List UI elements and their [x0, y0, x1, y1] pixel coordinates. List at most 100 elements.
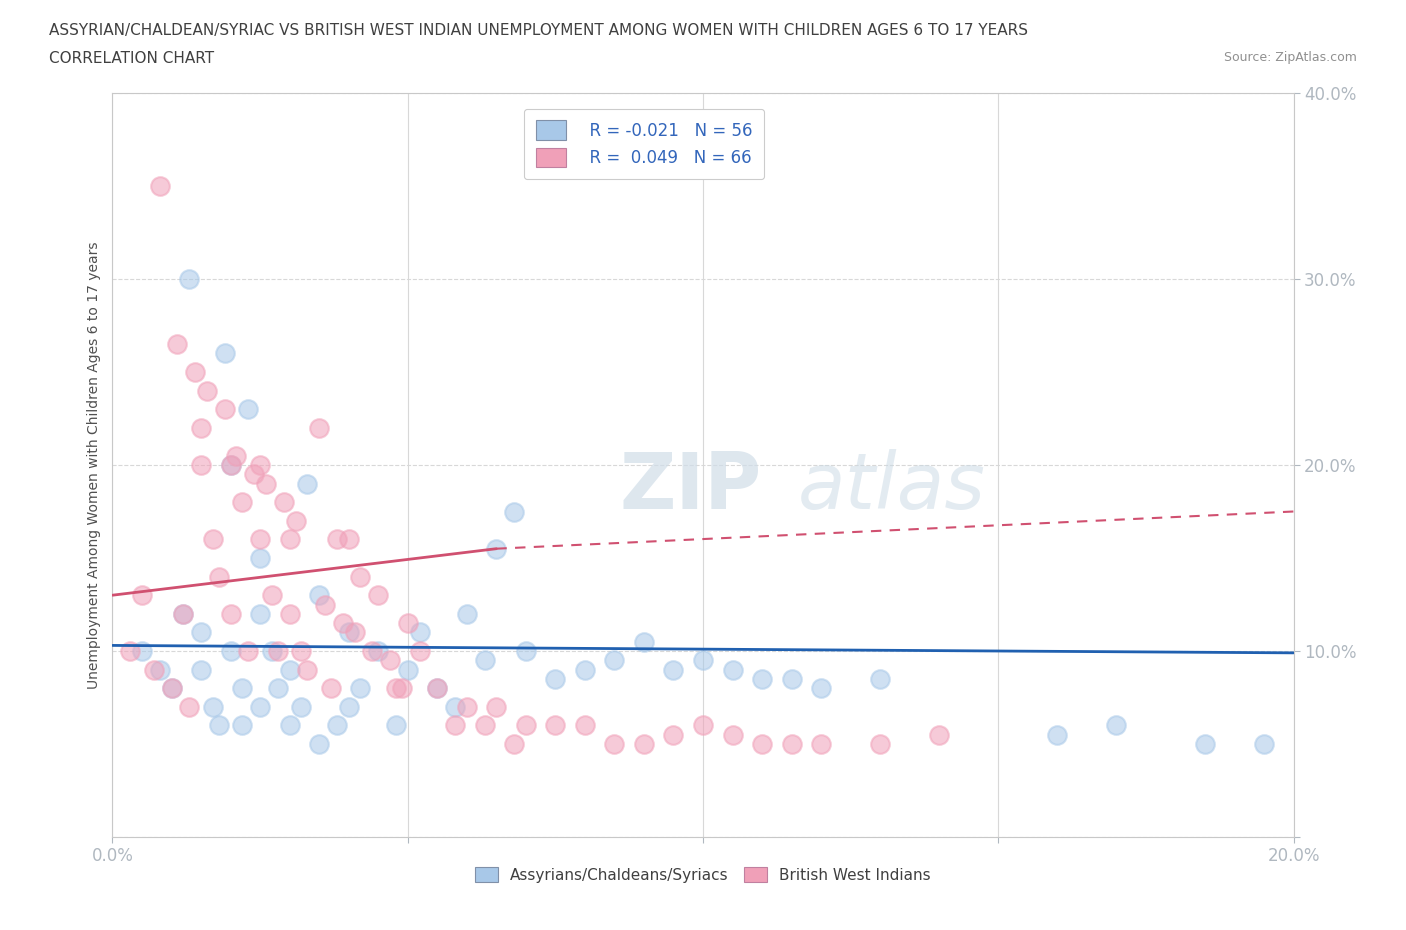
Point: [249, 699, 271, 714]
Point: [214, 346, 236, 361]
Point: [343, 625, 366, 640]
Point: [751, 737, 773, 751]
Point: [179, 272, 201, 286]
Point: [515, 644, 537, 658]
Point: [149, 179, 172, 193]
Point: [184, 365, 207, 379]
Point: [219, 458, 242, 472]
Point: [267, 644, 290, 658]
Point: [349, 681, 371, 696]
Text: ASSYRIAN/CHALDEAN/SYRIAC VS BRITISH WEST INDIAN UNEMPLOYMENT AMONG WOMEN WITH CH: ASSYRIAN/CHALDEAN/SYRIAC VS BRITISH WEST…: [49, 23, 1028, 38]
Point: [219, 644, 242, 658]
Point: [326, 532, 349, 547]
Point: [426, 681, 449, 696]
Point: [1194, 737, 1216, 751]
Point: [290, 699, 312, 714]
Point: [149, 662, 172, 677]
Point: [367, 588, 389, 603]
Point: [810, 681, 832, 696]
Point: [1046, 727, 1069, 742]
Point: [408, 625, 430, 640]
Point: [201, 699, 224, 714]
Point: [278, 662, 301, 677]
Point: [160, 681, 183, 696]
Point: [219, 606, 242, 621]
Point: [326, 718, 349, 733]
Point: [278, 606, 301, 621]
Point: [378, 653, 401, 668]
Point: [633, 634, 655, 649]
Point: [574, 718, 596, 733]
Point: [231, 681, 253, 696]
Point: [308, 420, 330, 435]
Point: [249, 458, 271, 472]
Point: [190, 662, 212, 677]
Point: [385, 718, 408, 733]
Point: [503, 737, 526, 751]
Point: [190, 458, 212, 472]
Point: [160, 681, 183, 696]
Point: [249, 606, 271, 621]
Point: [260, 588, 283, 603]
Point: [869, 737, 891, 751]
Point: [290, 644, 312, 658]
Point: [928, 727, 950, 742]
Point: [337, 625, 360, 640]
Point: [308, 588, 330, 603]
Point: [172, 606, 194, 621]
Point: [260, 644, 283, 658]
Point: [273, 495, 295, 510]
Point: [231, 718, 253, 733]
Point: [385, 681, 408, 696]
Point: [225, 448, 247, 463]
Point: [603, 737, 626, 751]
Point: [231, 495, 253, 510]
Point: [869, 671, 891, 686]
Point: [254, 476, 277, 491]
Point: [503, 504, 526, 519]
Point: [1253, 737, 1275, 751]
Point: [131, 644, 153, 658]
Point: [349, 569, 371, 584]
Point: [367, 644, 389, 658]
Point: [214, 402, 236, 417]
Point: [243, 467, 266, 482]
Point: [172, 606, 194, 621]
Point: [408, 644, 430, 658]
Point: [166, 337, 188, 352]
Point: [179, 699, 201, 714]
Point: [574, 662, 596, 677]
Point: [810, 737, 832, 751]
Point: [721, 727, 744, 742]
Point: [456, 606, 478, 621]
Point: [297, 476, 319, 491]
Point: [337, 532, 360, 547]
Point: [278, 718, 301, 733]
Point: [721, 662, 744, 677]
Point: [396, 616, 419, 631]
Point: [633, 737, 655, 751]
Point: [249, 532, 271, 547]
Point: [544, 671, 567, 686]
Point: [456, 699, 478, 714]
Point: [485, 541, 508, 556]
Point: [201, 532, 224, 547]
Point: [208, 569, 231, 584]
Point: [751, 671, 773, 686]
Point: [361, 644, 384, 658]
Y-axis label: Unemployment Among Women with Children Ages 6 to 17 years: Unemployment Among Women with Children A…: [87, 241, 101, 689]
Text: ZIP: ZIP: [620, 449, 762, 525]
Point: [195, 383, 218, 398]
Point: [332, 616, 354, 631]
Point: [297, 662, 319, 677]
Point: [308, 737, 330, 751]
Text: Source: ZipAtlas.com: Source: ZipAtlas.com: [1223, 51, 1357, 64]
Point: [319, 681, 342, 696]
Text: CORRELATION CHART: CORRELATION CHART: [49, 51, 214, 66]
Point: [444, 699, 467, 714]
Point: [780, 737, 803, 751]
Point: [692, 718, 714, 733]
Point: [267, 681, 290, 696]
Point: [284, 513, 307, 528]
Point: [238, 402, 260, 417]
